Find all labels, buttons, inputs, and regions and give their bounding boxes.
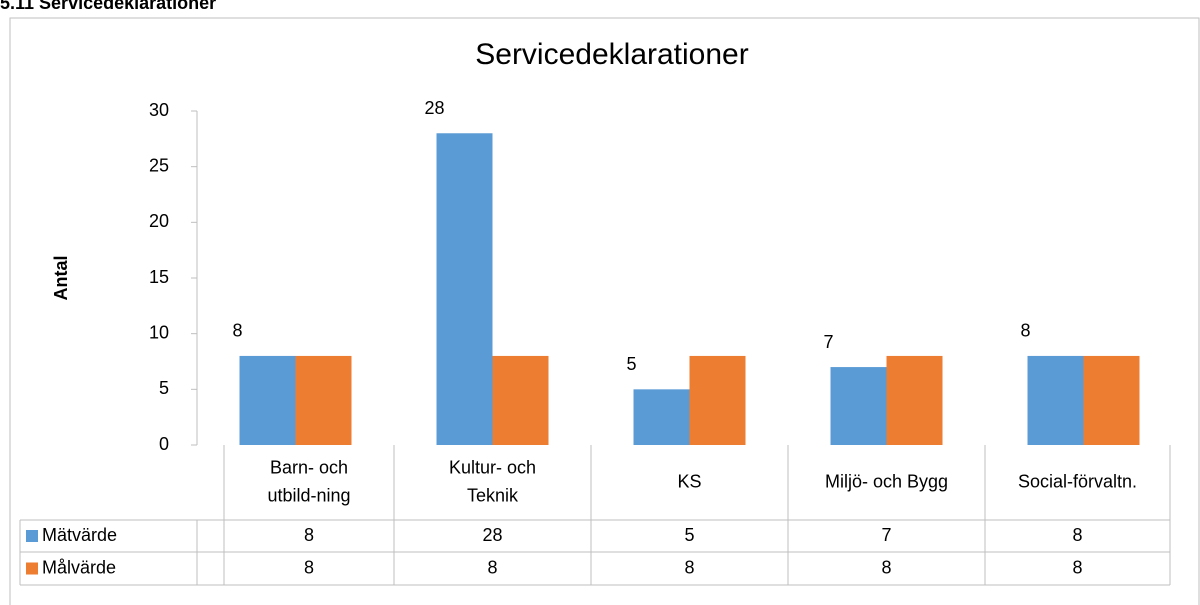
y-tick-label: 10	[149, 322, 169, 342]
bar	[830, 367, 887, 445]
y-tick-label: 20	[149, 211, 169, 231]
legend-label: Målvärde	[42, 557, 116, 577]
table-cell: 8	[487, 557, 497, 577]
y-tick-label: 30	[149, 100, 169, 120]
y-tick-label: 15	[149, 267, 169, 287]
y-tick-label: 5	[159, 378, 169, 398]
data-label: 8	[232, 321, 242, 341]
x-tick-label: Kultur- och Teknik	[449, 457, 536, 505]
table-cell: 7	[881, 525, 891, 545]
table-cell: 8	[304, 557, 314, 577]
x-tick-label: Social-förvaltn.	[1018, 471, 1137, 491]
y-axis-label: Antal	[51, 256, 71, 301]
bar	[689, 355, 746, 445]
legend-label: Mätvärde	[42, 525, 117, 545]
table-cell: 8	[684, 557, 694, 577]
x-tick-label: Barn- och utbild-ning	[267, 457, 350, 505]
table-cell: 8	[304, 525, 314, 545]
chart-frame	[9, 17, 1200, 605]
table-cell: 8	[881, 557, 891, 577]
y-tick-label: 25	[149, 155, 169, 175]
data-label: 5	[626, 354, 636, 374]
bar	[239, 355, 296, 445]
bar	[295, 355, 352, 445]
chart-title: Servicedeklarationer	[475, 38, 748, 71]
bar	[1083, 355, 1140, 445]
legend-swatch	[26, 562, 38, 575]
data-label: 8	[1020, 321, 1030, 341]
data-label: 28	[424, 98, 444, 118]
bar	[492, 355, 549, 445]
data-label: 7	[823, 332, 833, 352]
bar	[1027, 355, 1084, 445]
x-tick-label: Miljö- och Bygg	[825, 471, 948, 491]
table-cell: 8	[1072, 557, 1082, 577]
bar	[633, 389, 690, 445]
section-heading: 5.11 Servicedeklarationer	[0, 0, 216, 13]
bar	[886, 355, 943, 445]
table-cell: 8	[1072, 525, 1082, 545]
table-cell: 5	[684, 525, 694, 545]
legend-swatch	[26, 530, 38, 542]
table-cell: 28	[482, 525, 502, 545]
y-tick-label: 0	[159, 434, 169, 454]
x-tick-label: KS	[677, 471, 701, 491]
bar	[436, 133, 493, 445]
